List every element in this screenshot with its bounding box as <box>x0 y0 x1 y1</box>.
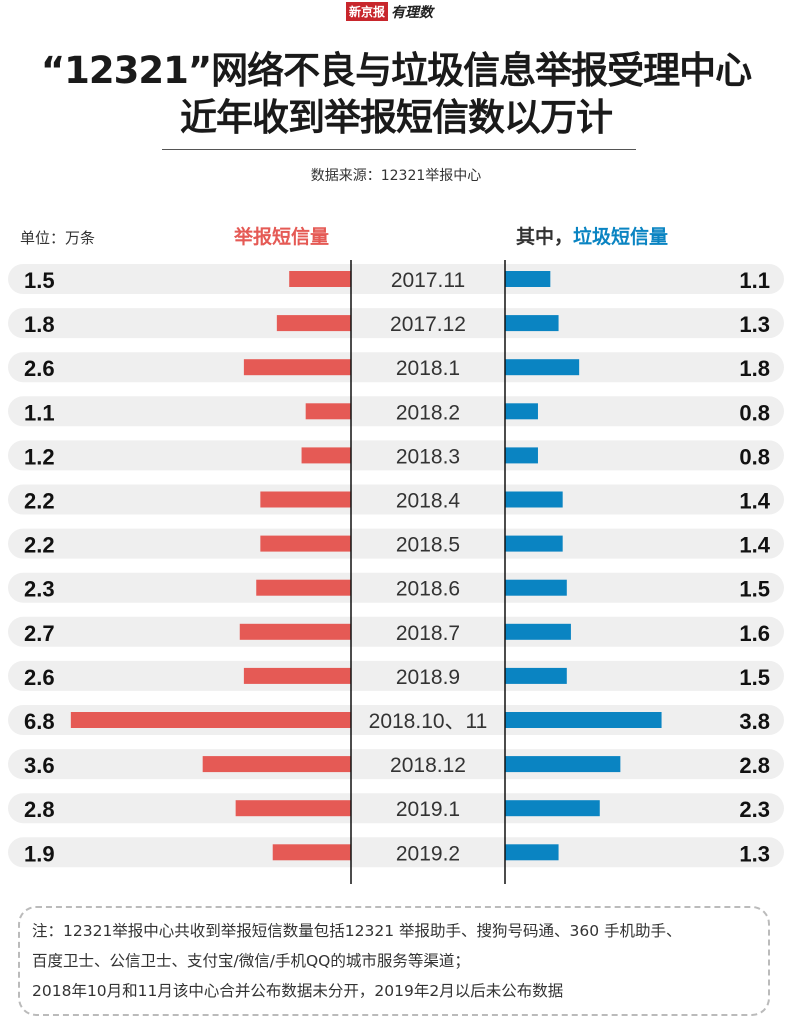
note-line: 注：12321举报中心共收到举报短信数量包括12321 举报助手、搜狗号码通、3… <box>32 922 682 940</box>
bar-reports <box>301 447 351 464</box>
bar-reports <box>272 844 351 861</box>
value-label-spam: 1.3 <box>739 312 770 337</box>
row-background <box>8 352 784 383</box>
category-label: 2018.6 <box>396 578 460 601</box>
category-label: 2018.10、11 <box>369 710 488 733</box>
footnote: 注：12321举报中心共收到举报短信数量包括12321 举报助手、搜狗号码通、3… <box>18 906 770 1016</box>
unit-label: 单位：万条 <box>20 229 96 247</box>
bar-spam <box>505 667 567 684</box>
value-label-spam: 2.8 <box>739 753 770 778</box>
bar-reports <box>243 667 351 684</box>
bar-spam <box>505 359 580 376</box>
title-line-2: 近年收到举报短信数以万计 <box>180 96 613 139</box>
category-label: 2019.2 <box>396 842 460 865</box>
bar-reports <box>202 756 351 773</box>
row-background <box>8 616 784 647</box>
bar-spam <box>505 579 567 596</box>
value-label-spam: 2.3 <box>739 797 770 822</box>
divider <box>162 149 636 150</box>
value-label-spam: 0.8 <box>739 400 770 425</box>
category-label: 2018.7 <box>396 622 460 645</box>
value-label-reports: 3.6 <box>24 753 55 778</box>
bar-reports <box>289 271 351 287</box>
value-label-reports: 2.3 <box>24 577 55 602</box>
bar-reports <box>256 579 351 596</box>
value-label-reports: 2.2 <box>24 533 55 558</box>
category-label: 2018.3 <box>396 445 460 468</box>
category-label: 2019.1 <box>396 798 460 821</box>
bar-reports <box>239 623 351 640</box>
row-background <box>8 837 784 868</box>
row-background <box>8 572 784 603</box>
value-label-spam: 1.3 <box>739 841 770 866</box>
value-label-reports: 2.6 <box>24 665 55 690</box>
row-background <box>8 308 784 339</box>
category-label: 2018.9 <box>396 666 460 689</box>
value-label-reports: 2.2 <box>24 489 55 514</box>
title-line-1: “12321”网络不良与垃圾信息举报受理中心 <box>40 49 752 92</box>
value-label-reports: 2.7 <box>24 621 55 646</box>
value-label-spam: 1.5 <box>739 665 770 690</box>
bar-reports <box>260 491 351 508</box>
category-label: 2018.2 <box>396 401 460 424</box>
bar-spam <box>505 623 571 640</box>
category-label: 2018.12 <box>390 754 466 777</box>
category-label: 2018.4 <box>396 490 461 513</box>
value-label-spam: 1.4 <box>739 533 770 558</box>
value-label-spam: 1.8 <box>739 356 770 381</box>
bar-spam <box>505 800 600 817</box>
value-label-reports: 1.1 <box>24 400 55 425</box>
row-background <box>8 440 784 471</box>
bar-spam <box>505 756 621 773</box>
legend-reports: 举报短信量 <box>234 226 330 248</box>
bar-reports <box>260 535 351 552</box>
note-line: 2018年10月和11月该中心合并公布数据未分开，2019年2月以后未公布数据 <box>32 982 564 1000</box>
bar-reports <box>276 315 351 332</box>
bar-reports <box>70 712 351 728</box>
category-label: 2018.5 <box>396 534 460 557</box>
legend-spam-name: 垃圾短信量 <box>573 226 669 248</box>
row-background <box>8 660 784 691</box>
bar-reports <box>305 403 351 420</box>
bar-reports <box>243 359 351 376</box>
row-background <box>8 396 784 427</box>
logo-column: 有理数 <box>391 4 434 21</box>
value-label-reports: 2.8 <box>24 797 55 822</box>
value-label-reports: 1.9 <box>24 841 55 866</box>
value-label-spam: 1.1 <box>739 268 770 293</box>
row-background <box>8 264 784 294</box>
bar-spam <box>505 403 538 420</box>
category-label: 2017.12 <box>390 313 466 336</box>
row-background <box>8 484 784 515</box>
row-background <box>8 528 784 559</box>
value-label-reports: 2.6 <box>24 356 55 381</box>
value-label-reports: 6.8 <box>24 709 55 734</box>
bar-reports <box>235 800 351 817</box>
bar-spam <box>505 315 559 332</box>
logo: 新京报 有理数 <box>346 2 434 21</box>
source: 数据来源：12321举报中心 <box>310 168 482 184</box>
logo-brand: 新京报 <box>346 2 389 21</box>
value-label-spam: 1.6 <box>739 621 770 646</box>
legend-spam-prefix: 其中， <box>516 226 574 248</box>
bar-spam <box>505 535 563 552</box>
bar-spam <box>505 271 551 287</box>
bar-spam <box>505 844 559 861</box>
bar-spam <box>505 712 662 728</box>
value-label-reports: 1.2 <box>24 444 55 469</box>
value-label-spam: 0.8 <box>739 444 770 469</box>
value-label-reports: 1.8 <box>24 312 55 337</box>
legend-spam: 其中，垃圾短信量 <box>516 222 668 249</box>
value-label-spam: 1.4 <box>739 489 770 514</box>
value-label-spam: 1.5 <box>739 577 770 602</box>
value-label-spam: 3.8 <box>739 709 770 734</box>
category-label: 2017.11 <box>391 269 465 292</box>
value-label-reports: 1.5 <box>24 268 55 293</box>
bar-spam <box>505 447 538 464</box>
category-label: 2018.1 <box>396 357 460 380</box>
bar-spam <box>505 491 563 508</box>
note-line: 百度卫士、公信卫士、支付宝/微信/手机QQ的城市服务等渠道； <box>32 952 470 970</box>
